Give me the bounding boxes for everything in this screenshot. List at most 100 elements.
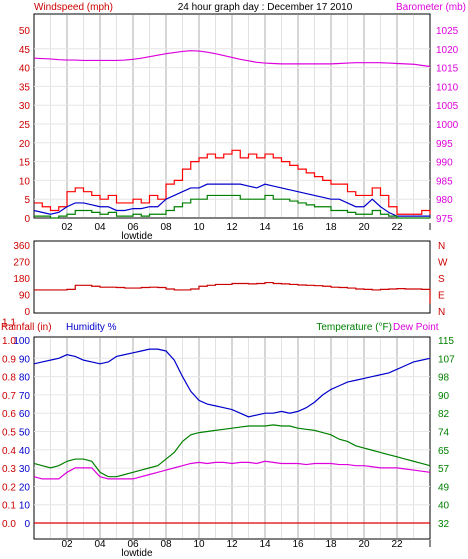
barometer-tick-label: 1015 xyxy=(436,64,459,75)
humidity-tick-label: 90 xyxy=(19,354,31,365)
series-direction xyxy=(34,281,431,304)
direction-tick-label: 0 xyxy=(24,307,30,318)
series-humidity xyxy=(33,348,431,418)
climate-time-axis: 02 04 06 08 10 12 14 16 18 20 22 I xyxy=(61,539,431,550)
temperature-axis: 32 40 49 57 65 74 82 90 98 107 115 xyxy=(438,336,455,530)
time-tick-label: 18 xyxy=(325,222,337,233)
rainfall-tick-label: 0.4 xyxy=(2,446,16,457)
wind-grid xyxy=(34,15,430,217)
rainfall-tick-label: 0.6 xyxy=(2,409,16,420)
temperature-axis-label: Temperature (°F) xyxy=(316,322,392,333)
time-tick-label: 22 xyxy=(391,539,403,550)
time-tick-label: 10 xyxy=(193,539,205,550)
time-tick-label: 02 xyxy=(61,539,73,550)
time-tick-label: 10 xyxy=(193,222,205,233)
rainfall-tick-label: 0.1 xyxy=(2,501,16,512)
barometer-tick-label: 1020 xyxy=(436,45,459,56)
time-tick-label: 12 xyxy=(226,222,238,233)
rainfall-tick-label: 0.5 xyxy=(2,428,16,439)
windspeed-tick-label: 10 xyxy=(19,176,31,187)
humidity-axis-label: Humidity % xyxy=(66,322,117,333)
barometer-tick-label: 990 xyxy=(436,158,453,169)
windspeed-tick-label: 0 xyxy=(24,214,30,225)
time-tick-label: I xyxy=(429,539,432,550)
compass-tick-label: S xyxy=(438,274,445,285)
rainfall-tick-label: 1.0 xyxy=(2,336,16,347)
time-tick-label: 16 xyxy=(292,539,304,550)
rainfall-axis-label: Rainfall (in) xyxy=(1,322,52,333)
time-tick-label: 16 xyxy=(292,222,304,233)
time-tick-label: 14 xyxy=(259,222,271,233)
temperature-tick-label: 49 xyxy=(438,482,450,493)
compass-tick-label: E xyxy=(438,291,445,302)
direction-tick-label: 270 xyxy=(13,258,30,269)
humidity-axis: 0 10 20 30 40 50 60 70 80 90 100 xyxy=(13,336,30,530)
rainfall-axis: 0.0 0.1 0.2 0.3 0.4 0.5 0.6 0.7 0.8 0.9 1.0 1.1 xyxy=(2,318,16,530)
lowtide-marker-label-bottom: lowtide xyxy=(121,548,153,559)
windspeed-tick-label: 45 xyxy=(19,45,31,56)
compass-tick-label: N xyxy=(438,241,445,252)
temperature-tick-label: 57 xyxy=(438,464,450,475)
lowtide-marker-label: lowtide xyxy=(121,231,153,242)
direction-series xyxy=(34,281,431,304)
series-temperature xyxy=(33,424,431,478)
windspeed-tick-label: 20 xyxy=(19,139,31,150)
rainfall-tick-label: 0.7 xyxy=(2,391,16,402)
windspeed-tick-label: 25 xyxy=(19,120,31,131)
series-gust xyxy=(34,149,431,215)
direction-tick-label: 180 xyxy=(13,274,30,285)
direction-plot-frame xyxy=(33,240,431,314)
barometer-tick-label: 985 xyxy=(436,176,453,187)
time-tick-label: 06 xyxy=(127,222,139,233)
time-tick-label: 18 xyxy=(325,539,337,550)
series-average xyxy=(33,183,430,217)
dewpoint-axis-label: Dew Point xyxy=(393,322,439,333)
series-speed xyxy=(34,194,430,219)
direction-tick-label: 360 xyxy=(13,241,30,252)
rainfall-tick-label: 0.9 xyxy=(2,354,16,365)
barometer-axis: 975 980 985 990 995 1000 1005 1010 1015 1020 1025 xyxy=(436,26,459,225)
time-tick-label: 22 xyxy=(391,222,403,233)
temperature-tick-label: 82 xyxy=(438,409,450,420)
wind-time-axis: 02 04 06 08 10 12 14 16 18 20 22 I xyxy=(61,222,431,233)
windspeed-tick-label: 15 xyxy=(19,158,31,169)
barometer-tick-label: 1005 xyxy=(436,101,459,112)
humidity-tick-label: 60 xyxy=(19,409,31,420)
series-dewpoint xyxy=(33,460,431,480)
rainfall-tick-label: 0.3 xyxy=(2,464,16,475)
time-tick-label: 14 xyxy=(259,539,271,550)
windspeed-axis: 0 5 10 15 20 25 30 35 40 45 50 xyxy=(19,26,31,225)
barometer-tick-label: 980 xyxy=(436,195,453,206)
time-tick-label: I xyxy=(429,222,432,233)
direction-degree-axis: 0 90 180 270 360 xyxy=(13,241,30,318)
windspeed-axis-label: Windspeed (mph) xyxy=(34,2,113,13)
barometer-tick-label: 975 xyxy=(436,214,453,225)
humidity-tick-label: 20 xyxy=(19,482,31,493)
compass-tick-label: W xyxy=(438,258,448,269)
time-tick-label: 12 xyxy=(226,539,238,550)
windspeed-tick-label: 35 xyxy=(19,82,31,93)
chart-title: 24 hour graph day : December 17 2010 xyxy=(178,2,353,13)
time-tick-label: 04 xyxy=(94,222,106,233)
rainfall-tick-label: 1.1 xyxy=(2,318,16,329)
temperature-tick-label: 74 xyxy=(438,428,450,439)
humidity-tick-label: 100 xyxy=(13,336,30,347)
humidity-tick-label: 0 xyxy=(24,519,30,530)
humidity-tick-label: 80 xyxy=(19,373,31,384)
windspeed-tick-label: 5 xyxy=(24,195,30,206)
temperature-tick-label: 40 xyxy=(438,501,450,512)
barometer-tick-label: 1010 xyxy=(436,82,459,93)
barometer-tick-label: 1000 xyxy=(436,120,459,131)
time-tick-label: 08 xyxy=(160,539,172,550)
climate-grid xyxy=(34,338,430,538)
rainfall-tick-label: 0.8 xyxy=(2,373,16,384)
compass-tick-label: N xyxy=(438,307,445,318)
temperature-tick-label: 65 xyxy=(438,446,450,457)
series-barometer xyxy=(33,50,431,68)
humidity-tick-label: 50 xyxy=(19,428,31,439)
windspeed-tick-label: 50 xyxy=(19,26,31,37)
